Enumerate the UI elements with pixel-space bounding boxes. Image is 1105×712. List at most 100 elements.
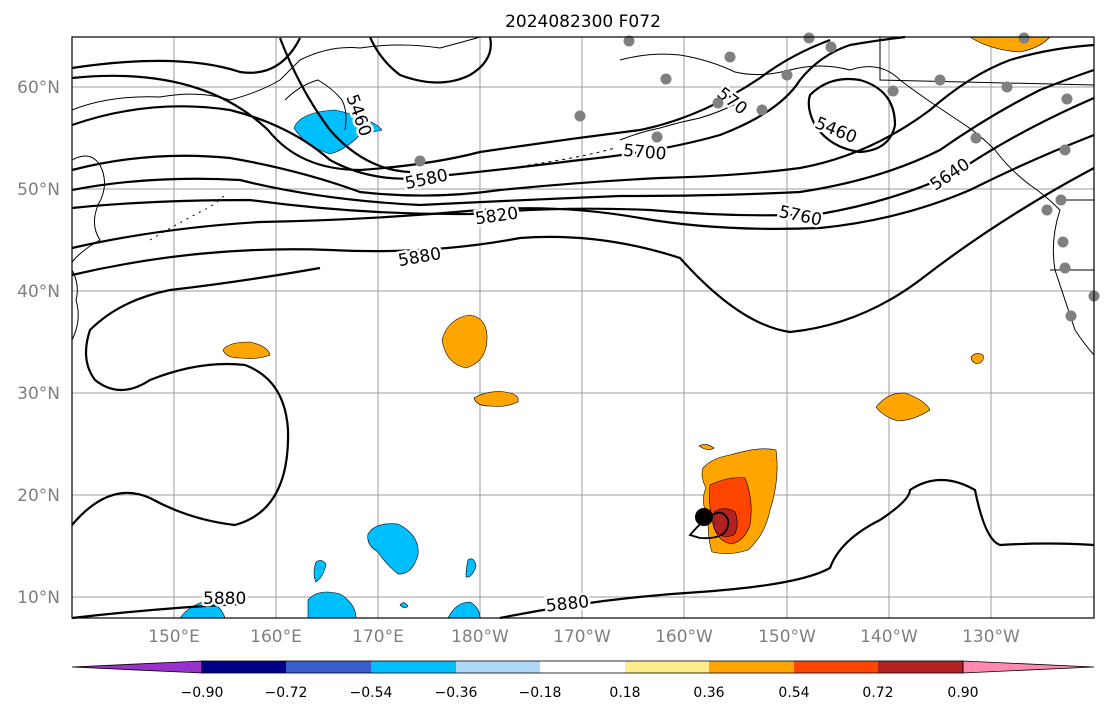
station-marker <box>724 51 736 63</box>
lat-label: 30°N <box>17 384 60 404</box>
station-marker <box>803 32 815 44</box>
lon-label: 140°W <box>860 627 918 647</box>
colorbar: −0.90 −0.72 −0.54 −0.36 −0.18 0.18 0.36 … <box>71 660 1095 701</box>
colorbar-tick-label: 0.18 <box>609 685 640 701</box>
contour-5460-west <box>71 38 831 172</box>
colorbar-tick-label: −0.36 <box>435 685 478 701</box>
colorbar-segment <box>202 661 286 673</box>
coast-alaska-na <box>619 53 1095 356</box>
negative-anomaly-6 <box>447 601 481 619</box>
colorbar-extend-high <box>962 660 1095 674</box>
lon-label: 170°E <box>352 627 404 647</box>
positive-anomaly-4 <box>875 392 931 422</box>
colorbar-tick-label: 0.90 <box>947 685 978 701</box>
contour-small-loop <box>368 36 492 84</box>
colorbar-tick-label: −0.72 <box>265 685 308 701</box>
contour-5880-main <box>71 167 1095 334</box>
colorbar-extend-low <box>71 660 203 674</box>
coast-siberia <box>71 36 481 111</box>
station-marker <box>1055 194 1067 206</box>
station-marker <box>660 73 672 85</box>
lat-label: 10°N <box>17 588 60 608</box>
contour-5640 <box>71 43 1095 197</box>
station-marker <box>825 41 837 53</box>
lat-label: 50°N <box>17 180 60 200</box>
negative-anomaly-3 <box>465 558 477 578</box>
coast-kamchatka <box>284 79 347 131</box>
station-marker <box>1065 310 1077 322</box>
storm-center-marker <box>695 508 713 526</box>
positive-anomaly-1 <box>222 341 271 359</box>
colorbar-tick-label: 0.72 <box>862 685 893 701</box>
station-marker <box>1018 32 1030 44</box>
station-marker <box>1059 144 1071 156</box>
colorbar-segment <box>878 661 963 673</box>
contour-label: 5880 <box>203 589 246 609</box>
contour-5880-west-loop <box>71 266 321 527</box>
shaded-regions <box>179 36 1051 619</box>
station-marker <box>781 69 793 81</box>
latitude-labels: 60°N 50°N 40°N 30°N 20°N 10°N <box>17 78 60 608</box>
map-frame <box>71 36 1095 619</box>
contour-5760 <box>71 96 1095 217</box>
colorbar-segment <box>371 661 456 673</box>
lon-label: 180°W <box>451 627 509 647</box>
negative-anomaly-7 <box>399 602 409 609</box>
lat-label: 20°N <box>17 486 60 506</box>
colorbar-tick-label: 0.36 <box>693 685 724 701</box>
colorbar-segment <box>709 661 794 673</box>
station-marker <box>1001 81 1013 93</box>
lon-label: 150°E <box>148 627 200 647</box>
lat-label: 40°N <box>17 282 60 302</box>
station-marker <box>574 110 586 122</box>
negative-anomaly-4 <box>307 591 357 619</box>
lon-label: 160°E <box>250 627 302 647</box>
lon-label: 150°W <box>758 627 816 647</box>
lon-label: 130°W <box>962 627 1020 647</box>
contour-5880-south <box>71 602 241 620</box>
contour-5460-kamchatka <box>278 37 411 174</box>
station-marker <box>623 35 635 47</box>
contour-label: 5880 <box>545 592 590 616</box>
colorbar-tick-labels: −0.90 −0.72 −0.54 −0.36 −0.18 0.18 0.36 … <box>181 685 979 701</box>
map-background <box>72 37 1094 618</box>
colorbar-outline <box>201 660 964 674</box>
lon-label: 160°W <box>655 627 713 647</box>
lat-label: 60°N <box>17 78 60 98</box>
positive-anomaly-5 <box>970 353 984 365</box>
colorbar-segment <box>456 661 540 673</box>
lon-label: 170°W <box>553 627 611 647</box>
border-line <box>879 37 1095 86</box>
station-marker <box>970 132 982 144</box>
negative-anomaly-2 <box>313 560 327 583</box>
positive-anomaly-3 <box>473 391 519 407</box>
positive-anomaly-2 <box>441 314 488 369</box>
colorbar-tick-label: −0.18 <box>519 685 562 701</box>
longitude-labels: 150°E 160°E 170°E 180°W 170°W 160°W 150°… <box>148 627 1020 647</box>
contour-5580 <box>71 35 906 180</box>
station-marker <box>651 131 663 143</box>
colorbar-tick-label: −0.90 <box>181 685 224 701</box>
colorbar-segments <box>71 660 1095 674</box>
coast-japan <box>71 269 79 341</box>
colorbar-segment <box>540 661 625 673</box>
station-marker <box>1041 204 1053 216</box>
contour-5820 <box>71 133 1095 250</box>
gridlines <box>72 37 1094 618</box>
positive-anomaly-6 <box>698 444 715 450</box>
colorbar-segment <box>794 661 878 673</box>
station-marker <box>414 155 426 167</box>
contour-5880-east <box>499 479 1095 620</box>
positive-anomaly-canada <box>968 36 1051 53</box>
negative-anomaly-1 <box>367 523 419 575</box>
contour-5700 <box>71 68 1095 207</box>
coast-aleutian <box>619 101 741 141</box>
station-marker <box>712 97 724 109</box>
colorbar-segment <box>625 661 709 673</box>
plot-area: 5460 5460 5580 5640 5700 5760 5820 5880 … <box>71 32 1100 620</box>
contour-line <box>71 37 301 74</box>
station-marker <box>1061 93 1073 105</box>
station-marker <box>756 104 768 116</box>
station-marker <box>934 74 946 86</box>
